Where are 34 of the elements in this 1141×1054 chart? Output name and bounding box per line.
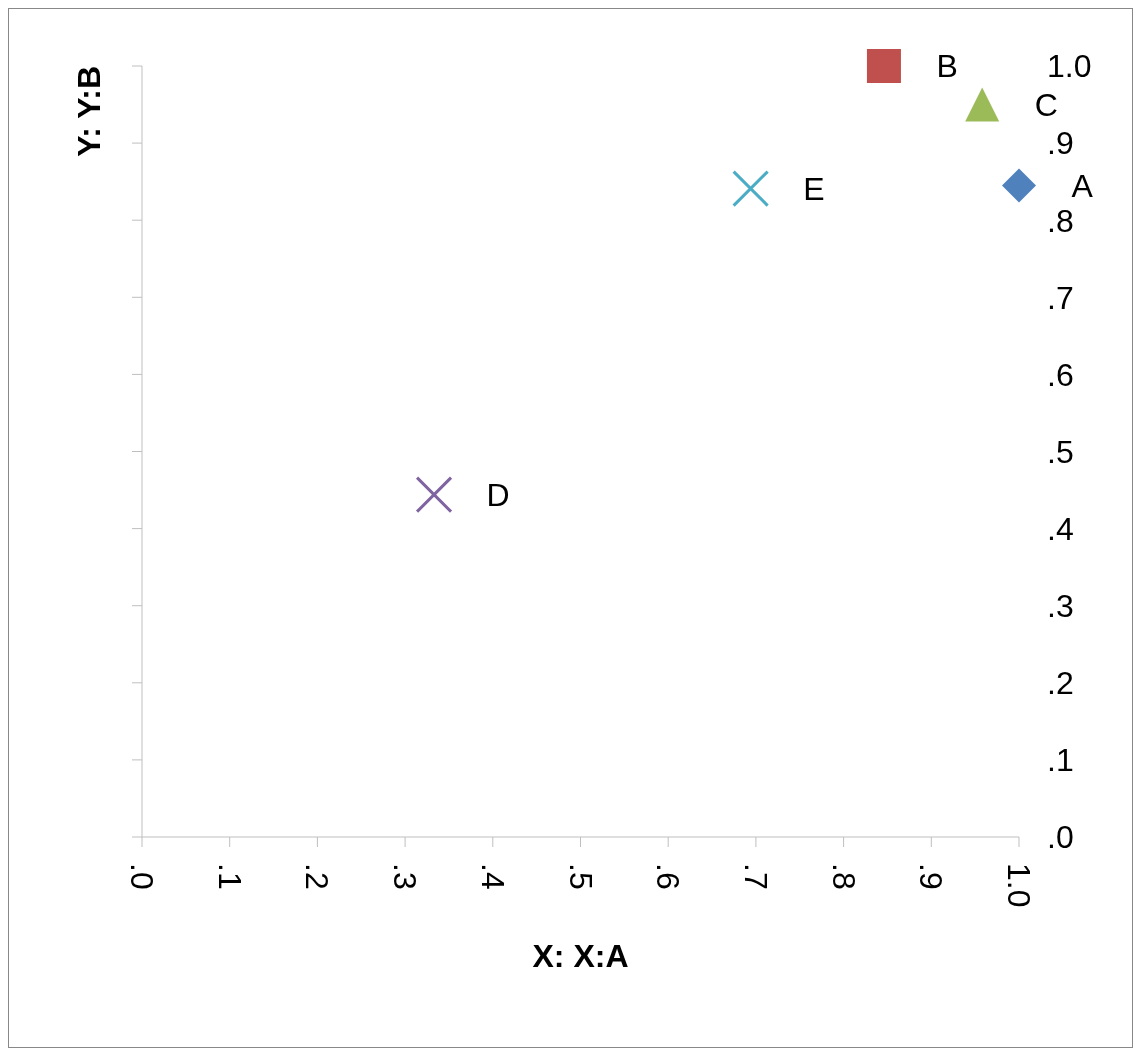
x-tick-label: 1.0 bbox=[1001, 863, 1037, 908]
y-tick-label: .5 bbox=[1047, 433, 1074, 470]
series-label: B bbox=[936, 48, 958, 85]
y-tick-label: 1.0 bbox=[1047, 48, 1092, 85]
y-tick-label: .0 bbox=[1047, 819, 1074, 856]
x-tick-label: .2 bbox=[299, 863, 336, 890]
point bbox=[1002, 168, 1036, 203]
y-tick-label: .6 bbox=[1047, 356, 1074, 393]
point bbox=[732, 170, 770, 208]
y-axis-title: Y: Y:B bbox=[71, 66, 107, 157]
y-tick-label: .4 bbox=[1047, 510, 1074, 547]
x-tick-label: .1 bbox=[211, 863, 248, 890]
point bbox=[415, 476, 453, 514]
series-label: A bbox=[1071, 167, 1094, 204]
series-label: E bbox=[803, 170, 825, 207]
x-tick-label: .5 bbox=[562, 863, 599, 890]
series-label: D bbox=[486, 477, 510, 514]
x-tick-label: .7 bbox=[737, 863, 774, 890]
x-tick-label: .0 bbox=[124, 863, 160, 890]
x-tick-label: .8 bbox=[825, 863, 862, 890]
y-tick-label: .7 bbox=[1047, 279, 1074, 316]
point bbox=[866, 49, 901, 83]
x-tick-label: .4 bbox=[474, 863, 511, 890]
x-tick-label: .3 bbox=[387, 863, 424, 890]
x-tick-label: .9 bbox=[913, 863, 950, 890]
x-axis-title: X: X:A bbox=[532, 938, 629, 974]
series-label: C bbox=[1034, 86, 1058, 123]
y-tick-label: .2 bbox=[1047, 665, 1074, 702]
y-tick-label: .3 bbox=[1047, 588, 1074, 625]
point bbox=[965, 87, 1000, 122]
y-tick-label: .8 bbox=[1047, 202, 1074, 239]
y-tick-label: .1 bbox=[1047, 742, 1074, 779]
x-tick-label: .6 bbox=[650, 863, 687, 890]
y-tick-label: .9 bbox=[1047, 125, 1074, 162]
